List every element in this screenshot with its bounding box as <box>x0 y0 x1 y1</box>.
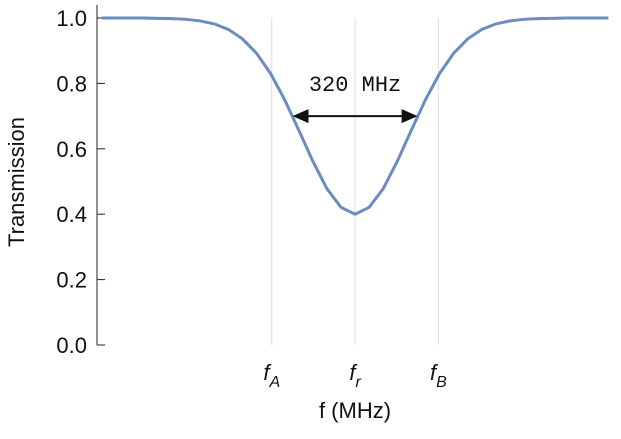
y-axis-label: Transmission <box>4 117 29 247</box>
x-tick-label: fB <box>430 360 447 391</box>
annotation-text: 320 MHz <box>309 73 401 98</box>
x-tick-label: fr <box>349 360 361 391</box>
y-tick-label: 0.8 <box>56 71 87 96</box>
x-tick-label-sub: B <box>436 374 447 391</box>
y-tick-label: 0.2 <box>56 268 87 293</box>
y-tick-label: 0.4 <box>56 202 87 227</box>
x-tick-label-main: f <box>263 360 272 385</box>
y-tick-label: 0.6 <box>56 137 87 162</box>
y-tick-label: 0.0 <box>56 333 87 358</box>
x-tick-label-main: f <box>430 360 439 385</box>
y-tick-label: 1.0 <box>56 6 87 31</box>
x-axis-label: f (MHz) <box>319 398 391 423</box>
x-tick-label-main: f <box>349 360 358 385</box>
x-tick-label-sub: r <box>355 374 361 391</box>
arrow-head <box>292 109 309 124</box>
arrow-head <box>401 109 418 124</box>
x-tick-label-sub: A <box>269 374 281 391</box>
x-tick-label: fA <box>263 360 280 391</box>
line <box>101 16 609 216</box>
